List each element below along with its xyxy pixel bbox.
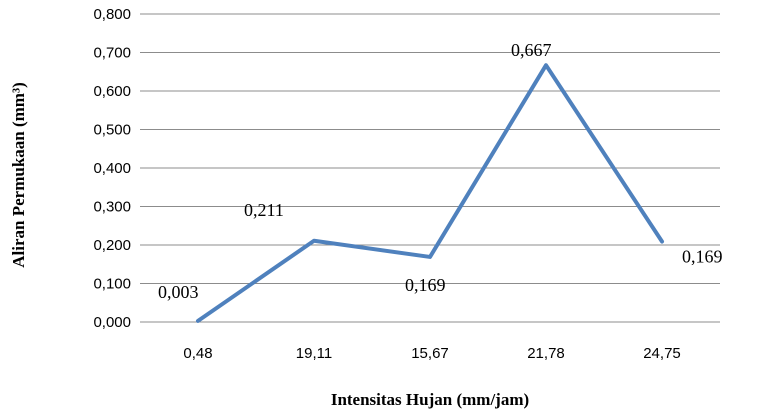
series-line xyxy=(196,63,664,323)
y-tick-label: 0,800 xyxy=(93,6,131,23)
y-tick-label: 0,300 xyxy=(93,199,131,216)
y-tick-label: 0,200 xyxy=(93,237,131,254)
y-axis-ticks: 0,000 0,100 0,200 0,300 0,400 0,500 0,600 0,700… xyxy=(93,6,131,331)
data-label: 0,169 xyxy=(405,275,446,295)
data-labels: 0,003 0,211 0,169 0,667 0,169 xyxy=(158,40,723,302)
y-tick-label: 0,500 xyxy=(93,122,131,139)
x-axis-title: Intensitas Hujan (mm/jam) xyxy=(331,390,529,409)
series xyxy=(196,63,664,323)
y-tick-label: 0,700 xyxy=(93,45,131,62)
y-axis-title: Aliran Permukaan (mm³) xyxy=(9,82,28,267)
y-tick-label: 0,600 xyxy=(93,83,131,100)
data-label: 0,667 xyxy=(511,40,552,60)
data-label: 0,169 xyxy=(682,247,723,267)
x-tick-label: 0,48 xyxy=(183,345,212,362)
y-tick-label: 0,000 xyxy=(93,314,131,331)
y-tick-label: 0,100 xyxy=(93,276,131,293)
gridlines xyxy=(140,13,720,323)
x-axis-ticks: 0,48 19,11 15,67 21,78 24,75 xyxy=(183,345,680,362)
x-tick-label: 19,11 xyxy=(296,345,332,362)
x-tick-label: 24,75 xyxy=(643,345,681,362)
data-label: 0,003 xyxy=(158,282,199,302)
y-tick-label: 0,400 xyxy=(93,160,131,177)
data-label: 0,211 xyxy=(244,200,284,220)
x-tick-label: 21,78 xyxy=(527,345,565,362)
x-tick-label: 15,67 xyxy=(411,345,449,362)
